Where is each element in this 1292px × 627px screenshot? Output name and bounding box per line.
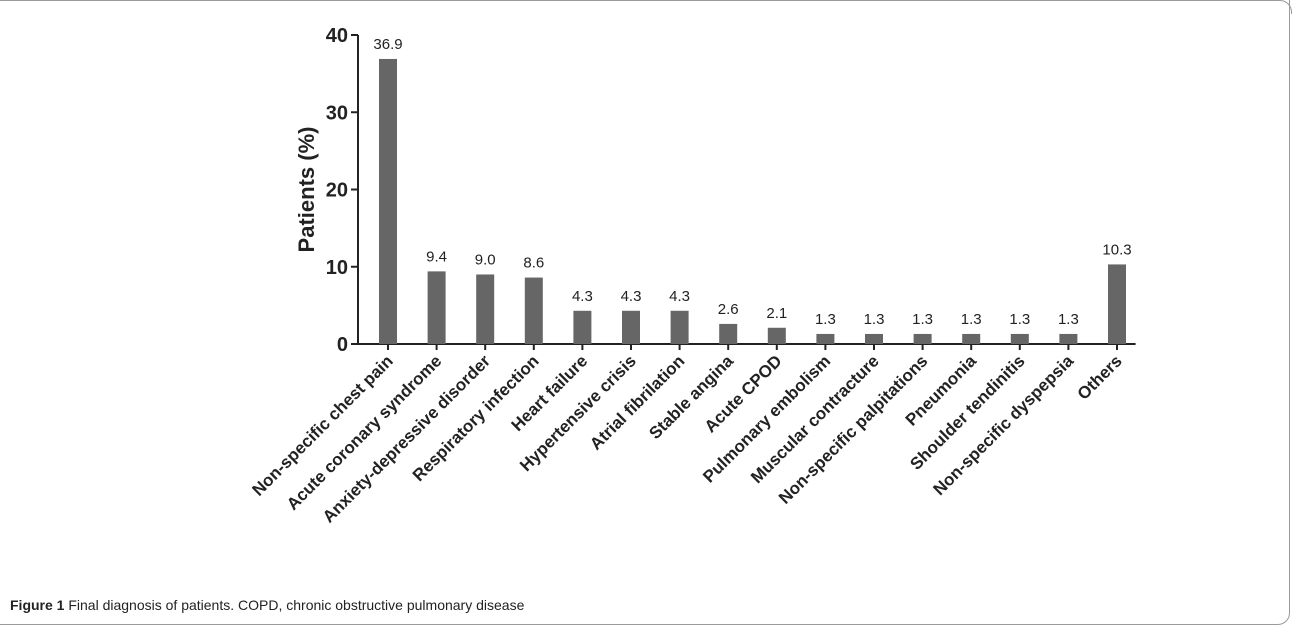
bar: [524, 277, 543, 344]
bar: [1108, 264, 1126, 344]
bar-value-label: 8.6: [523, 255, 544, 272]
y-axis-label: Patients (%): [294, 127, 319, 253]
x-category-label: Others: [1074, 351, 1126, 403]
bar-value-label: 10.3: [1102, 241, 1131, 258]
y-tick-label: 30: [326, 102, 348, 124]
bar-value-label: 1.3: [815, 311, 836, 328]
x-category-label: Stable angina: [645, 351, 737, 443]
bar: [1010, 333, 1029, 344]
bar: [427, 271, 446, 344]
bar: [1059, 333, 1078, 344]
bar-value-label: 9.4: [426, 248, 447, 265]
bar-value-label: 4.3: [621, 288, 642, 305]
bar: [476, 274, 495, 344]
bar-value-label: 9.0: [475, 251, 496, 268]
bar-value-label: 36.9: [373, 36, 402, 53]
caption-label: Figure 1: [10, 597, 65, 613]
bar: [962, 333, 981, 344]
chart-bars: [379, 58, 1126, 344]
bar: [913, 333, 932, 344]
y-tick-label: 20: [326, 180, 348, 202]
caption-text: Final diagnosis of patients. COPD, chron…: [64, 597, 525, 613]
y-tick-label: 10: [326, 257, 348, 279]
bar-value-label: 4.3: [572, 288, 593, 305]
bar: [379, 58, 397, 344]
y-tick-label: 40: [326, 25, 348, 47]
bar: [622, 310, 640, 344]
bar: [767, 327, 786, 344]
bar-value-label: 1.3: [1009, 311, 1030, 328]
bar-value-label: 1.3: [1058, 311, 1079, 328]
bar: [573, 310, 592, 344]
y-tick-label: 0: [337, 334, 348, 356]
bar-value-label: 4.3: [669, 288, 690, 305]
bar: [670, 310, 689, 344]
bar: [719, 323, 738, 344]
bar-value-label: 2.6: [718, 301, 739, 318]
bar-value-label: 2.1: [766, 305, 787, 322]
bar: [816, 333, 835, 344]
bar-value-label: 1.3: [864, 311, 885, 328]
bar-value-label: 1.3: [912, 311, 933, 328]
bar: [865, 333, 883, 344]
figure-caption: Figure 1 Final diagnosis of patients. CO…: [10, 597, 524, 613]
bar-value-label: 1.3: [961, 311, 982, 328]
